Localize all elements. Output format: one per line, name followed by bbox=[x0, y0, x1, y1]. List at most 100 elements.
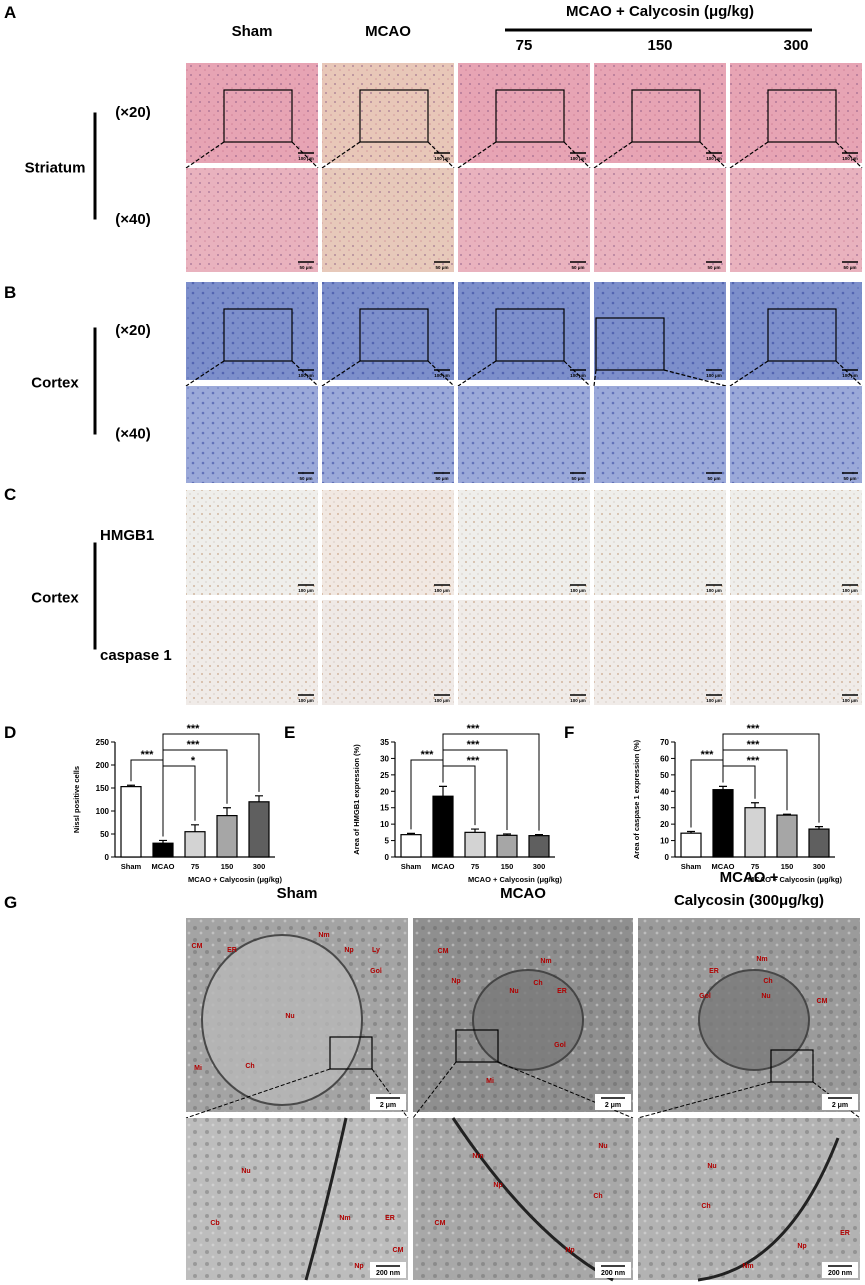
micrograph-texture bbox=[730, 168, 862, 272]
scale-label: 100 μm bbox=[298, 698, 314, 703]
error-bar bbox=[751, 802, 759, 808]
tissue-label: Striatum bbox=[25, 160, 86, 177]
x-tick-label: 75 bbox=[751, 862, 759, 871]
column-header: Sham bbox=[277, 885, 318, 902]
micrograph-texture bbox=[730, 282, 862, 380]
panel-label: B bbox=[4, 283, 16, 302]
scale-label: 100 μm bbox=[570, 156, 586, 161]
organelle-label: Nu bbox=[761, 993, 770, 1000]
scale-label: 50 μm bbox=[299, 265, 312, 270]
organelle-label: Gol bbox=[370, 968, 382, 975]
significance-label: *** bbox=[467, 755, 481, 767]
scale-label: 50 μm bbox=[707, 265, 720, 270]
x-tick-label: 150 bbox=[501, 862, 514, 871]
bar bbox=[680, 832, 702, 858]
organelle-label: Nm bbox=[472, 1153, 483, 1160]
error-bar bbox=[719, 785, 727, 790]
micrograph-texture bbox=[458, 63, 590, 163]
y-tick-label: 5 bbox=[385, 837, 390, 846]
micrograph-texture bbox=[186, 168, 318, 272]
error-bar bbox=[815, 826, 823, 830]
micrograph-texture bbox=[594, 386, 726, 483]
inset-line bbox=[593, 369, 597, 387]
em-texture bbox=[638, 1118, 860, 1280]
x-axis-label: MCAO + Calycosin (μg/kg) bbox=[188, 875, 282, 884]
bar bbox=[152, 842, 174, 858]
y-tick-label: 50 bbox=[660, 771, 669, 780]
inset-line bbox=[427, 360, 455, 387]
significance-label: *** bbox=[467, 739, 481, 751]
scale-label: 2 μm bbox=[380, 1102, 396, 1109]
micrograph-texture bbox=[730, 386, 862, 483]
micrograph-texture bbox=[458, 282, 590, 380]
error-bar bbox=[127, 784, 135, 787]
inset-line bbox=[185, 1068, 331, 1119]
micrograph-texture bbox=[730, 600, 862, 705]
nuclear-membrane bbox=[451, 1117, 614, 1282]
x-tick-label: 75 bbox=[191, 862, 199, 871]
micrograph-texture bbox=[730, 63, 862, 163]
organelle-label: Ly bbox=[372, 947, 380, 954]
organelle-label: Ch bbox=[701, 1203, 710, 1210]
inset-box bbox=[359, 308, 429, 362]
tissue-label: Cortex bbox=[31, 590, 79, 607]
organelle-label: Np bbox=[451, 978, 460, 985]
scale-label: 100 μm bbox=[706, 156, 722, 161]
x-tick-label: MCAO bbox=[432, 862, 455, 871]
micrograph-texture bbox=[186, 282, 318, 380]
scale-label: 2 μm bbox=[605, 1102, 621, 1109]
significance-label: *** bbox=[467, 723, 481, 735]
inset-line bbox=[729, 141, 769, 169]
micrograph-texture bbox=[458, 490, 590, 595]
inset-line bbox=[563, 141, 591, 169]
micrograph-texture bbox=[322, 63, 454, 163]
y-axis-label: Nissl positive cells bbox=[72, 766, 81, 833]
organelle-label: Nu bbox=[707, 1163, 716, 1170]
micrograph-texture bbox=[730, 490, 862, 595]
inset-line bbox=[729, 360, 769, 387]
organelle-label: ER bbox=[557, 988, 567, 995]
organelle-label: Cb bbox=[210, 1220, 219, 1227]
scale-label: 200 nm bbox=[601, 1270, 625, 1277]
organelle-label: Gol bbox=[554, 1042, 566, 1049]
scale-label: 100 μm bbox=[434, 373, 450, 378]
organelle-label: CM bbox=[817, 998, 828, 1005]
nuclear-membrane bbox=[697, 1137, 840, 1282]
organelle-label: CM bbox=[393, 1247, 404, 1254]
scale-label: 100 μm bbox=[570, 588, 586, 593]
inset-line bbox=[457, 360, 497, 387]
micrograph-texture bbox=[458, 600, 590, 705]
inset-box bbox=[631, 89, 701, 143]
micrograph-texture bbox=[322, 168, 454, 272]
y-tick-label: 70 bbox=[660, 738, 669, 747]
bar bbox=[248, 801, 270, 858]
x-axis-label: MCAO + Calycosin (μg/kg) bbox=[468, 875, 562, 884]
organelle-label: Mi bbox=[486, 1078, 494, 1085]
inset-box bbox=[223, 308, 293, 362]
nucleus bbox=[698, 969, 810, 1071]
organelle-label: Nm bbox=[318, 932, 329, 939]
inset-line bbox=[812, 1081, 861, 1119]
organelle-label: Nu bbox=[509, 988, 518, 995]
organelle-label: Np bbox=[797, 1243, 806, 1250]
scale-label: 200 nm bbox=[376, 1270, 400, 1277]
y-tick-label: 20 bbox=[380, 787, 389, 796]
significance-label: *** bbox=[141, 749, 155, 761]
x-axis-label: MCAO + Calycosin (μg/kg) bbox=[748, 875, 842, 884]
micrograph-texture bbox=[322, 386, 454, 483]
organelle-label: Ch bbox=[593, 1193, 602, 1200]
column-header: Calycosin (300μg/kg) bbox=[674, 892, 824, 909]
scale-label: 100 μm bbox=[434, 588, 450, 593]
x-tick-label: 75 bbox=[471, 862, 479, 871]
significance-label: *** bbox=[187, 723, 201, 735]
nucleus bbox=[201, 934, 363, 1106]
error-bar bbox=[687, 830, 695, 834]
scale-label: 100 μm bbox=[298, 156, 314, 161]
y-tick-label: 30 bbox=[380, 754, 389, 763]
y-axis-label: Area of caspase 1 expression (%) bbox=[632, 739, 641, 859]
organelle-label: Ch bbox=[533, 980, 542, 987]
bar bbox=[808, 828, 830, 858]
micrograph-texture bbox=[186, 600, 318, 705]
organelle-label: Nm bbox=[742, 1263, 753, 1270]
x-tick-label: 300 bbox=[253, 862, 266, 871]
